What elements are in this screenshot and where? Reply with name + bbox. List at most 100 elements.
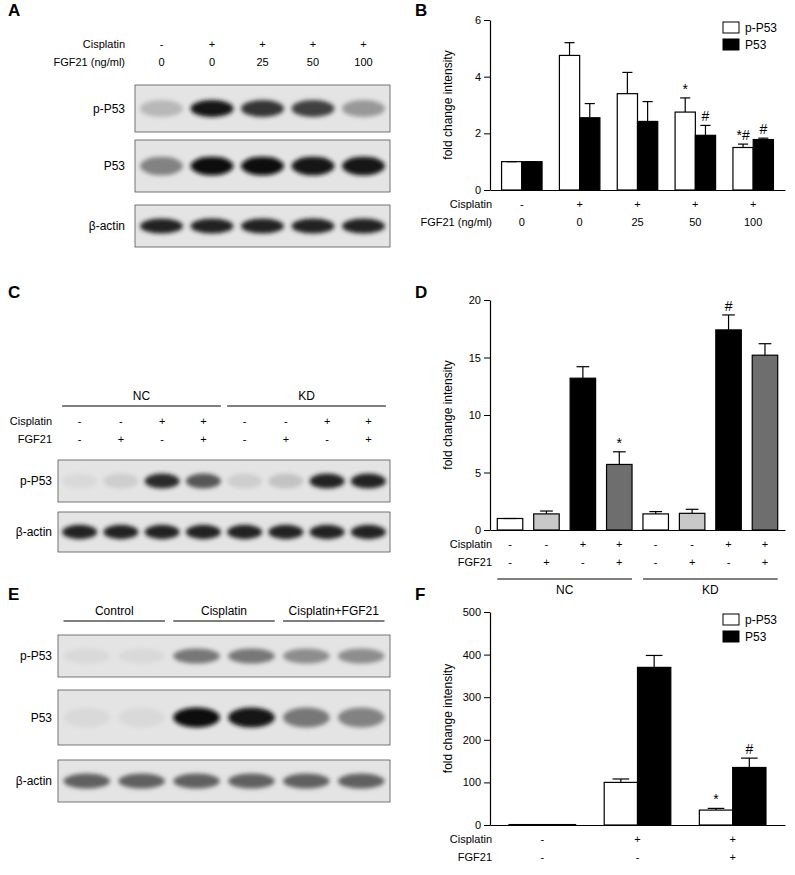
y-axis-line [490, 613, 491, 826]
error-bar [540, 511, 553, 514]
y-tick-mark [484, 190, 490, 191]
y-tick-mark [484, 133, 490, 134]
y-axis: 05101520 [469, 294, 491, 536]
error-stem [627, 72, 628, 93]
condition-value: + [634, 198, 640, 210]
y-tick-mark [484, 697, 490, 698]
annotation: # [745, 741, 753, 757]
condition-value: - [541, 833, 545, 845]
blot-band [228, 773, 275, 788]
group-label: KD [702, 583, 719, 597]
blot-band [118, 773, 165, 788]
y-tick-mark [484, 655, 490, 656]
error-cap [564, 42, 574, 43]
error-bar [741, 758, 758, 767]
condition-label: Cisplatin [450, 198, 492, 210]
x-axis-line [491, 190, 786, 191]
error-bar [576, 367, 589, 379]
condition-value: 0 [158, 56, 164, 68]
blot-band [62, 473, 97, 488]
blot-band [227, 525, 262, 539]
bar [607, 464, 632, 530]
group-label: NC [133, 389, 151, 403]
panel-letter: E [8, 585, 19, 604]
error-cap [741, 758, 758, 759]
legend: p-P53 P53 [723, 21, 777, 52]
blot-band [63, 648, 110, 663]
condition-value: + [324, 415, 330, 427]
condition-value: + [616, 538, 622, 550]
row-label: p-P53 [93, 102, 125, 116]
error-bar [738, 144, 748, 147]
condition-value: + [310, 38, 316, 50]
group-line [283, 620, 385, 621]
bar [643, 514, 668, 530]
group-label: Control [95, 604, 134, 618]
y-tick-label: 300 [463, 691, 481, 703]
bar [559, 55, 579, 190]
error-bar [700, 125, 710, 135]
condition-value: + [365, 415, 371, 427]
y-tick-mark [484, 825, 490, 826]
error-stem [589, 104, 590, 118]
error-cap [613, 778, 630, 779]
error-stem [692, 509, 693, 513]
blot-membrane [135, 85, 390, 132]
condition-label: Cisplatin [10, 415, 52, 427]
group-label: NC [556, 583, 574, 597]
error-stem [654, 655, 655, 667]
y-tick: 300 [463, 691, 490, 703]
bar [542, 824, 575, 825]
figure: ACisplatin-++++FGF21 (ng/ml)002550100p-P… [0, 0, 795, 875]
condition-value: + [762, 556, 768, 568]
condition-value: + [543, 556, 549, 568]
condition-value: 50 [307, 56, 319, 68]
bar [699, 810, 732, 825]
blot-band [310, 473, 345, 488]
condition-label: Cisplatin [450, 538, 492, 550]
x-axis [491, 530, 786, 531]
condition-value: 25 [631, 216, 643, 228]
bar [679, 513, 704, 530]
group-line [63, 620, 165, 621]
blot-band [241, 100, 284, 117]
y-axis-title: fold change intensity [441, 360, 455, 469]
y-tick: 6 [475, 14, 490, 26]
y-tick: 5 [475, 467, 490, 479]
error-bar [504, 518, 517, 519]
blot-band [145, 473, 180, 488]
error-bar [680, 98, 690, 112]
row-label: p-P53 [20, 474, 52, 488]
condition-label: FGF21 [458, 851, 492, 863]
error-bar [646, 655, 663, 667]
legend-label: P53 [745, 38, 767, 52]
error-stem [582, 367, 583, 379]
blot-band [342, 218, 385, 233]
blot-band [62, 525, 97, 539]
condition-value: + [634, 833, 640, 845]
legend-label: P53 [745, 630, 767, 644]
y-tick-label: 20 [469, 294, 481, 306]
bar [522, 162, 542, 190]
y-tick-label: 6 [475, 14, 481, 26]
blot-band [186, 525, 221, 539]
x-axis [491, 190, 786, 191]
condition-value: 25 [256, 56, 268, 68]
y-axis-line [490, 21, 491, 191]
blot-membrane [58, 460, 390, 502]
row-label: β-actin [89, 219, 125, 233]
condition-value: + [729, 851, 735, 863]
blot-membrane [58, 635, 390, 677]
group-line [227, 405, 386, 406]
blot-band [268, 473, 303, 488]
legend-label: p-P53 [745, 21, 777, 35]
y-tick: 400 [463, 649, 490, 661]
blot-band [292, 218, 335, 233]
bar [580, 118, 600, 190]
blot-band [268, 525, 303, 539]
blot-band [338, 648, 385, 663]
blot-band [342, 100, 385, 117]
blot-band [310, 525, 345, 539]
condition-value: - [508, 556, 512, 568]
condition-value: + [576, 198, 582, 210]
